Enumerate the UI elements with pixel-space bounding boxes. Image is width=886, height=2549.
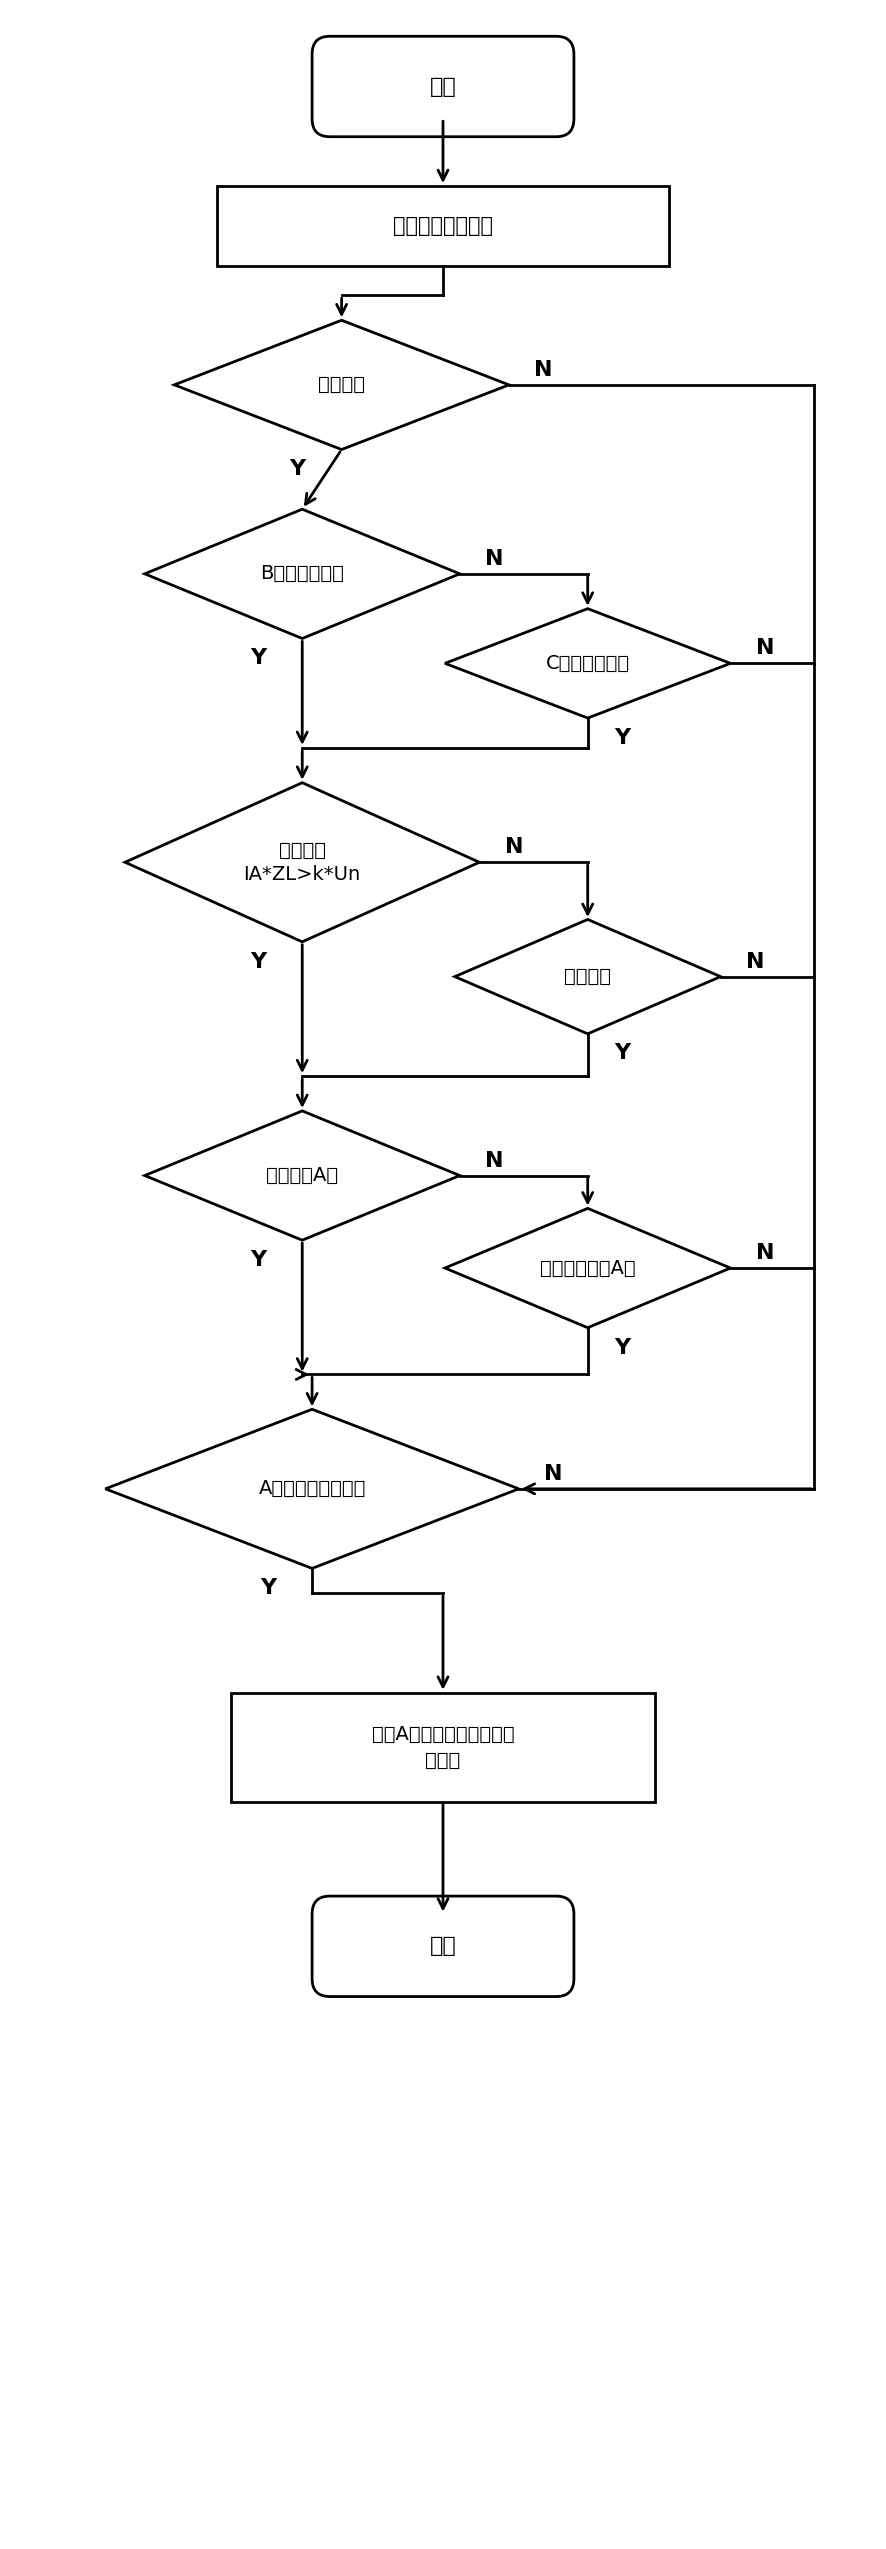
Text: 保护启动: 保护启动: [318, 375, 365, 395]
Text: Y: Y: [250, 951, 266, 971]
Text: Y: Y: [614, 1338, 630, 1359]
Text: Y: Y: [250, 1249, 266, 1269]
Text: N: N: [534, 359, 553, 380]
Polygon shape: [144, 510, 460, 637]
Text: B相是否非全相: B相是否非全相: [260, 563, 344, 584]
Text: C相是否非全相: C相是否非全相: [546, 655, 630, 673]
Bar: [231, 1693, 655, 1802]
Text: 电压判别
IA*ZL>k*Un: 电压判别 IA*ZL>k*Un: [244, 841, 361, 885]
Text: 对侧非全相选A区: 对侧非全相选A区: [540, 1259, 635, 1277]
Polygon shape: [105, 1410, 519, 1568]
Polygon shape: [445, 1208, 730, 1328]
Text: N: N: [756, 637, 774, 658]
Polygon shape: [144, 1111, 460, 1241]
Text: 阻抗方向: 阻抗方向: [564, 966, 611, 986]
Text: 结束: 结束: [430, 1937, 456, 1955]
Text: N: N: [505, 836, 523, 856]
Text: Y: Y: [614, 1043, 630, 1063]
Text: 开始: 开始: [430, 76, 456, 97]
Text: A相接地四边形动作: A相接地四边形动作: [259, 1478, 366, 1499]
Text: N: N: [544, 1463, 563, 1484]
Text: N: N: [485, 1150, 503, 1170]
Polygon shape: [455, 920, 720, 1035]
Polygon shape: [445, 609, 730, 719]
Text: Y: Y: [260, 1578, 276, 1598]
Text: N: N: [746, 951, 765, 971]
Polygon shape: [125, 783, 479, 941]
Text: N: N: [485, 548, 503, 568]
Text: Y: Y: [250, 647, 266, 668]
FancyBboxPatch shape: [312, 36, 574, 138]
Bar: [216, 186, 670, 265]
Text: 非全相选A区: 非全相选A区: [266, 1165, 338, 1185]
Text: Y: Y: [614, 729, 630, 747]
Text: 输出A相非全相接地距离开
放标志: 输出A相非全相接地距离开 放标志: [372, 1726, 514, 1769]
Text: Y: Y: [289, 459, 306, 479]
FancyBboxPatch shape: [312, 1896, 574, 1996]
Text: 保护启动判别逻辑: 保护启动判别逻辑: [393, 217, 493, 235]
Text: N: N: [756, 1244, 774, 1264]
Polygon shape: [175, 321, 509, 449]
